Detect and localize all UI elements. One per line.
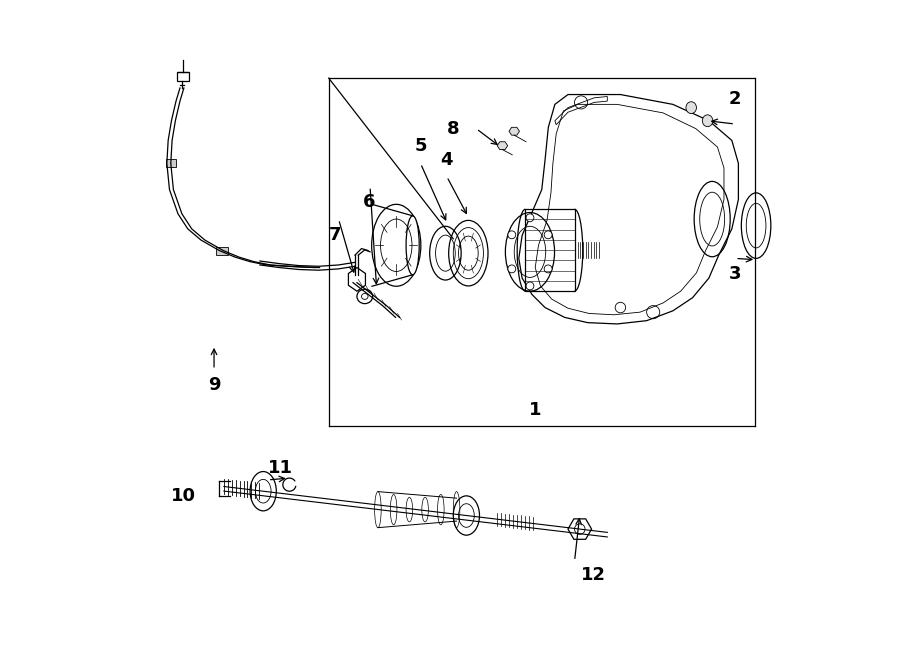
- Bar: [216, 247, 228, 255]
- Bar: [166, 159, 176, 167]
- Text: 3: 3: [729, 265, 742, 283]
- Circle shape: [526, 214, 534, 221]
- Text: 5: 5: [414, 137, 427, 155]
- Polygon shape: [509, 128, 519, 136]
- Text: 4: 4: [440, 151, 453, 169]
- Bar: [526, 210, 574, 292]
- Text: 7: 7: [329, 225, 341, 244]
- Text: 10: 10: [171, 486, 195, 504]
- Circle shape: [508, 265, 516, 273]
- Ellipse shape: [702, 115, 713, 127]
- Text: 12: 12: [581, 566, 606, 584]
- Text: 2: 2: [729, 90, 742, 108]
- Circle shape: [508, 231, 516, 239]
- Bar: [177, 71, 189, 81]
- Circle shape: [544, 231, 552, 239]
- Ellipse shape: [406, 215, 419, 275]
- Text: 1: 1: [529, 401, 542, 419]
- Polygon shape: [497, 141, 508, 149]
- Ellipse shape: [686, 102, 697, 114]
- Circle shape: [526, 282, 534, 290]
- Text: 11: 11: [268, 459, 292, 477]
- Circle shape: [544, 265, 552, 273]
- Text: 8: 8: [447, 120, 460, 137]
- Text: 6: 6: [363, 193, 375, 211]
- Text: 9: 9: [208, 376, 220, 395]
